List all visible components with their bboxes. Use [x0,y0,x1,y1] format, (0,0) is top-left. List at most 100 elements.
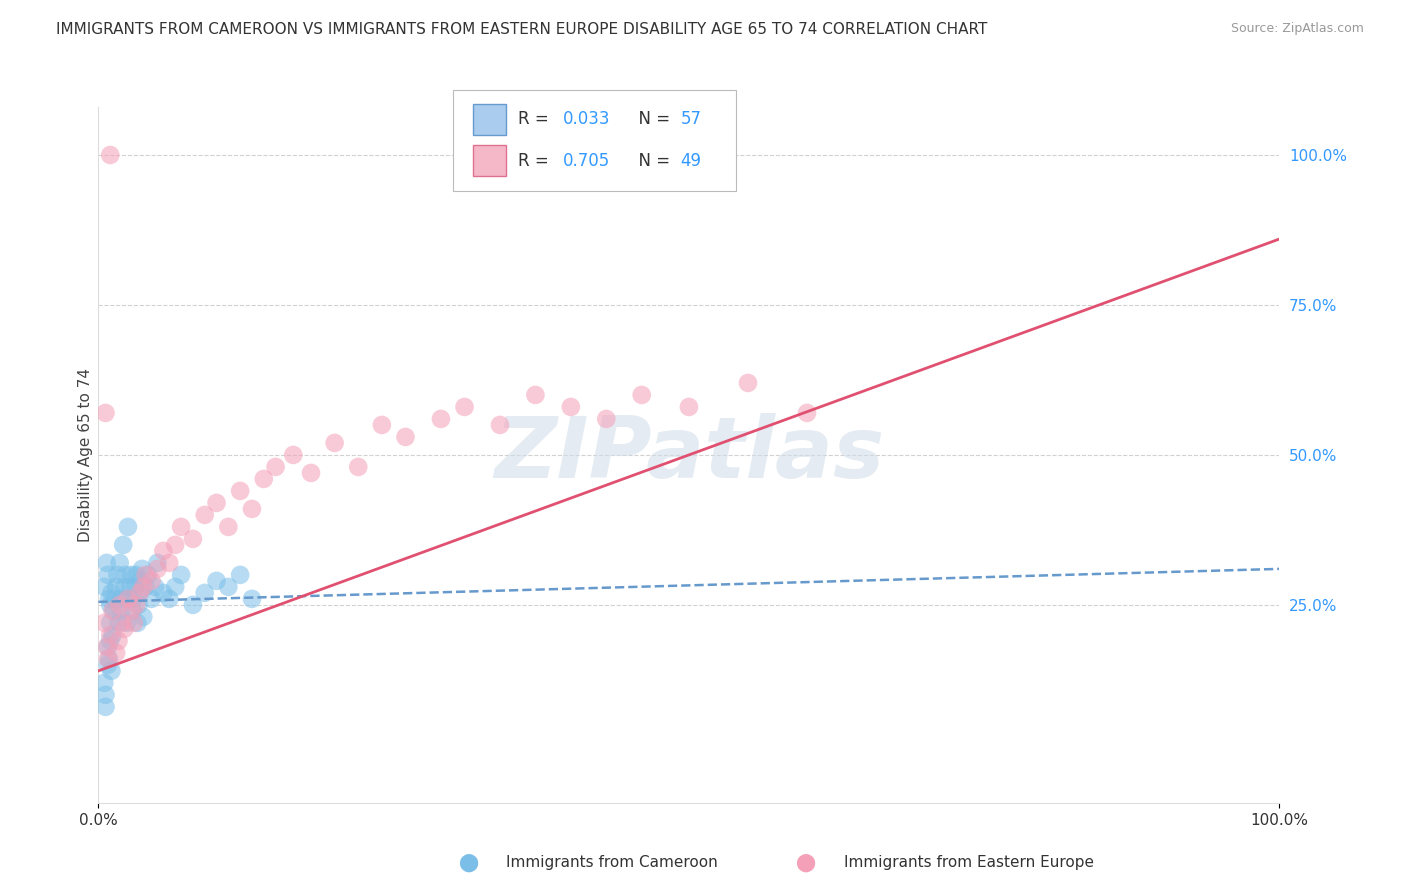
Text: 57: 57 [681,111,702,128]
Point [205,574,228,588]
Point [98,591,121,606]
Point [111,591,134,606]
Point [94,406,117,420]
Point [146,556,169,570]
Point [453,400,475,414]
Text: R =: R = [517,152,554,169]
Point [135,567,157,582]
Point [128,598,150,612]
Point [121,567,143,582]
Point [100,664,122,678]
Point [152,544,174,558]
Point [100,586,122,600]
Point [737,376,759,390]
Point [132,610,155,624]
Point [430,412,453,426]
Point [117,591,139,606]
Text: ⬤: ⬤ [796,854,815,871]
Point [132,580,155,594]
Point [347,459,370,474]
Point [108,556,131,570]
Point [143,580,166,594]
Point [105,567,128,582]
Point [165,538,187,552]
Text: 0.033: 0.033 [562,111,610,128]
Point [110,604,132,618]
Point [170,520,193,534]
Point [128,586,150,600]
Point [595,412,617,426]
FancyBboxPatch shape [472,145,506,176]
Point [96,640,118,654]
Point [170,567,193,582]
Point [146,562,169,576]
Point [194,508,217,522]
Point [118,591,141,606]
Point [93,580,115,594]
Point [283,448,305,462]
Point [111,615,134,630]
Point [489,417,512,432]
Point [796,406,818,420]
Point [125,567,148,582]
Point [97,567,120,582]
Point [98,598,121,612]
Point [98,615,121,630]
Point [205,496,228,510]
Point [127,615,149,630]
Point [194,586,217,600]
Point [217,580,239,594]
Point [135,580,157,594]
Point [112,622,135,636]
Point [229,567,252,582]
Point [129,574,152,588]
Text: 49: 49 [681,152,702,169]
Point [240,591,263,606]
Y-axis label: Disability Age 65 to 74: Disability Age 65 to 74 [77,368,93,542]
Point [108,598,131,612]
Point [122,615,145,630]
Point [678,400,700,414]
Point [107,615,129,630]
Text: ⬤: ⬤ [458,854,478,871]
Point [112,538,135,552]
Point [98,652,121,666]
Point [94,699,117,714]
Point [115,615,138,630]
Text: R =: R = [517,111,554,128]
Point [101,628,124,642]
Point [96,556,118,570]
Point [121,604,143,618]
Point [122,591,145,606]
Point [97,640,120,654]
Point [630,388,652,402]
Point [128,586,150,600]
Text: N =: N = [627,111,675,128]
Text: Source: ZipAtlas.com: Source: ZipAtlas.com [1230,22,1364,36]
Text: ZIPatlas: ZIPatlas [494,413,884,497]
Point [299,466,322,480]
Point [117,520,139,534]
Point [107,633,129,648]
Point [323,436,346,450]
Point [181,532,204,546]
Point [371,417,394,432]
Text: N =: N = [627,152,675,169]
Point [98,633,121,648]
Point [125,598,148,612]
Text: Immigrants from Eastern Europe: Immigrants from Eastern Europe [844,855,1094,870]
Point [152,586,174,600]
Text: IMMIGRANTS FROM CAMEROON VS IMMIGRANTS FROM EASTERN EUROPE DISABILITY AGE 65 TO : IMMIGRANTS FROM CAMEROON VS IMMIGRANTS F… [56,22,987,37]
Point [165,580,187,594]
Point [120,580,142,594]
Point [131,562,153,576]
Point [98,628,121,642]
Point [101,604,124,618]
Point [105,580,128,594]
Text: Immigrants from Cameroon: Immigrants from Cameroon [506,855,718,870]
Point [394,430,416,444]
Point [264,459,287,474]
Point [97,652,120,666]
Point [94,688,117,702]
Point [253,472,276,486]
